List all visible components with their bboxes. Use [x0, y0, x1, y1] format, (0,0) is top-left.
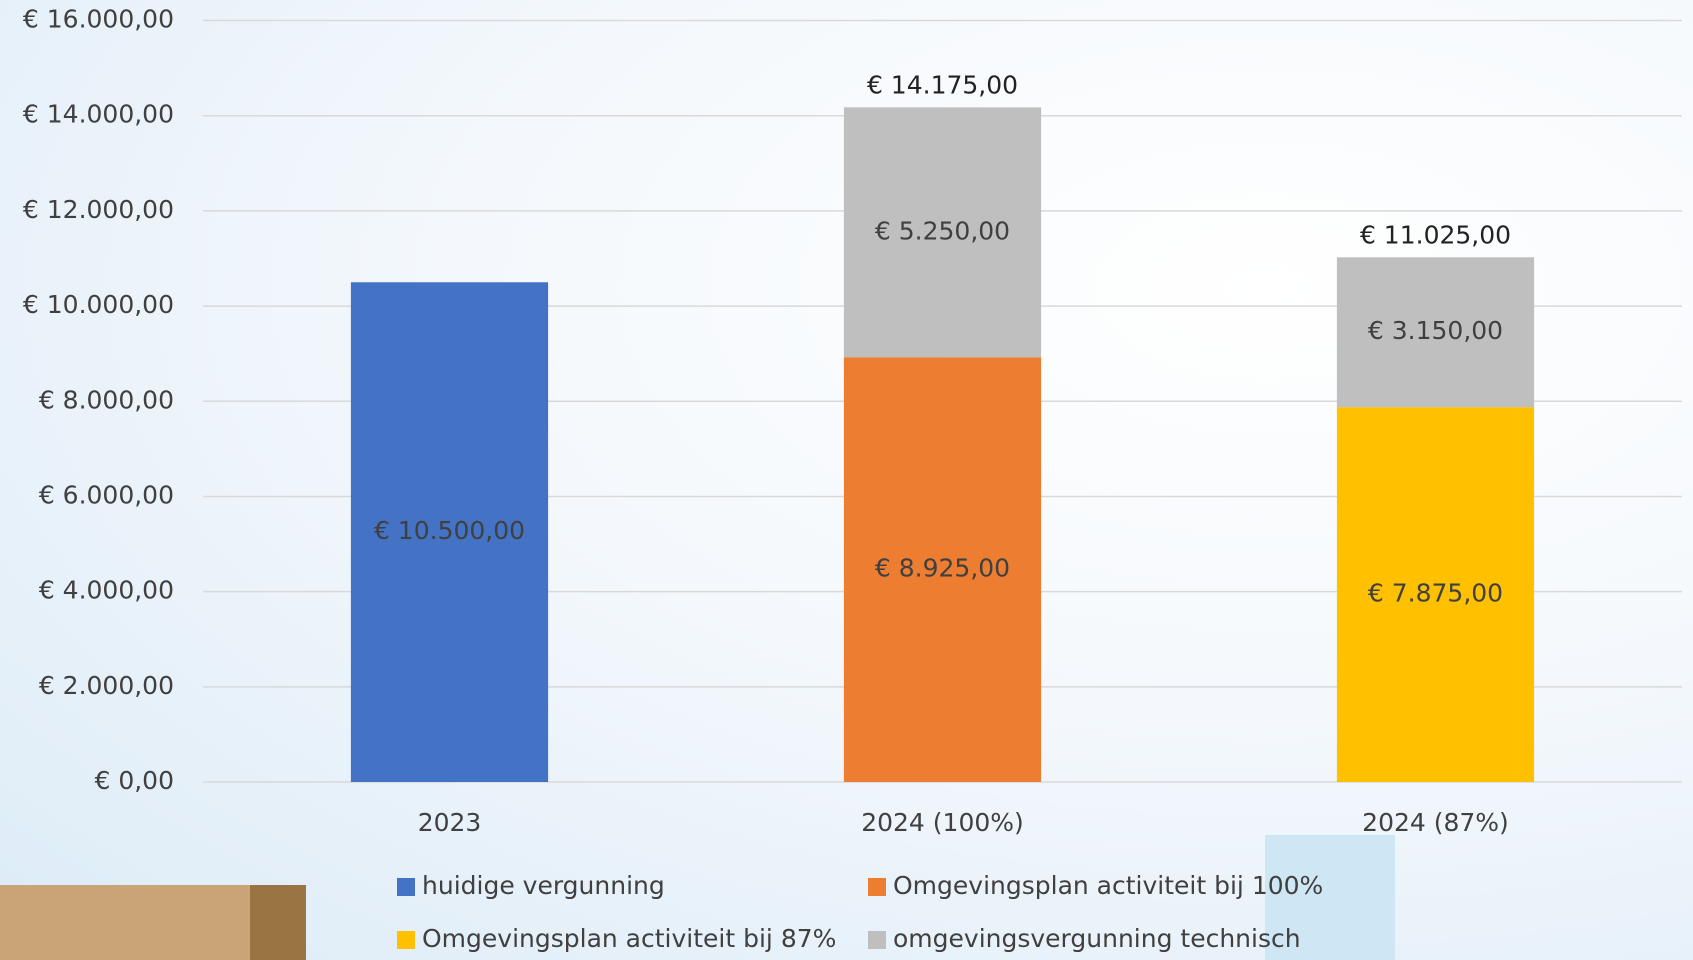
total-label: € 11.025,00: [1360, 220, 1511, 249]
y-tick-label: € 16.000,00: [23, 5, 174, 34]
value-label: € 8.925,00: [875, 554, 1010, 583]
legend-swatch: [397, 931, 415, 949]
legend-label: Omgevingsplan activiteit bij 100%: [893, 871, 1323, 900]
legend-swatch: [868, 931, 886, 949]
value-label: € 3.150,00: [1368, 316, 1503, 345]
y-tick-label: € 10.000,00: [23, 290, 174, 319]
y-tick-label: € 8.000,00: [39, 385, 174, 414]
y-tick-label: € 2.000,00: [39, 671, 174, 700]
decoration: [250, 885, 306, 960]
page: € 0,00 € 2.000,00 € 4.000,00 € 6.000,00 € 8.…: [0, 0, 1693, 960]
x-tick-label: 2024 (87%): [1362, 808, 1509, 837]
total-label: € 14.175,00: [867, 70, 1018, 99]
legend-label: huidige vergunning: [422, 871, 665, 900]
x-tick-label: 2024 (100%): [861, 808, 1024, 837]
y-tick-label: € 12.000,00: [23, 195, 174, 224]
value-label: € 10.500,00: [374, 516, 525, 545]
value-label: € 7.875,00: [1368, 579, 1503, 608]
legend-swatch: [397, 878, 415, 896]
y-tick-label: € 4.000,00: [39, 576, 174, 605]
value-label: € 5.250,00: [875, 216, 1010, 245]
x-tick-label: 2023: [418, 808, 482, 837]
legend-swatch: [868, 878, 886, 896]
legend-label: omgevingsvergunning technisch: [893, 924, 1301, 953]
y-tick-label: € 6.000,00: [39, 480, 174, 509]
chart: € 0,00 € 2.000,00 € 4.000,00 € 6.000,00 € 8.…: [0, 0, 1693, 960]
y-tick-label: € 14.000,00: [23, 100, 174, 129]
legend-label: Omgevingsplan activiteit bij 87%: [422, 924, 836, 953]
y-tick-label: € 0,00: [94, 766, 174, 795]
